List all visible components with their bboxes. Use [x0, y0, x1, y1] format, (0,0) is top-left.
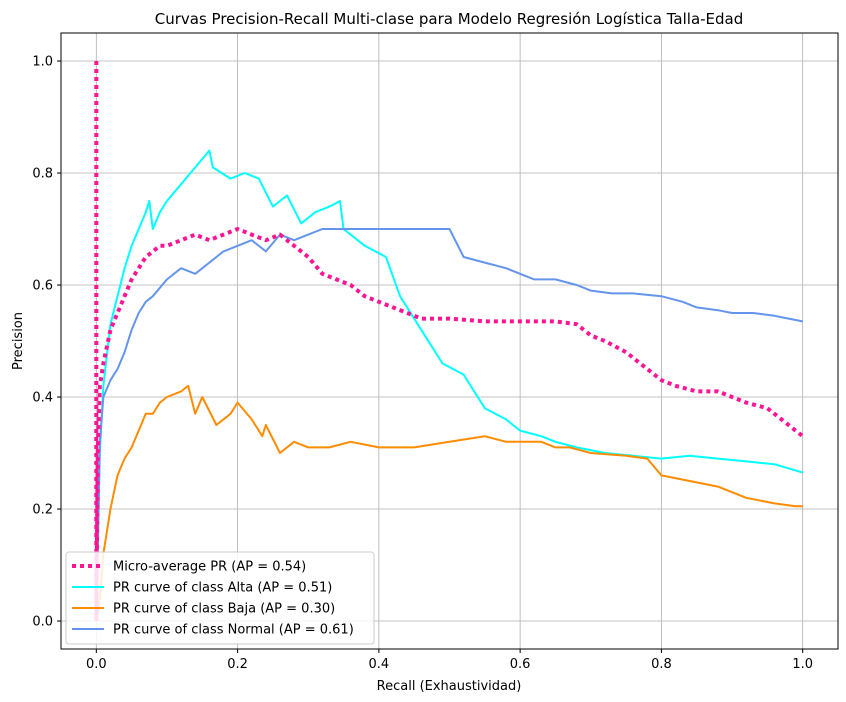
x-axis-label: Recall (Exhaustividad) [377, 679, 522, 694]
series-layer [94, 61, 804, 623]
legend-items: Micro-average PR (AP = 0.54) PR curve of … [72, 560, 354, 638]
y-axis-label: Precision [11, 312, 26, 370]
legend-label-3: PR curve of class Normal (AP = 0.61) [113, 623, 354, 638]
y-tick-label: 0.2 [32, 503, 53, 518]
y-tick-label: 0.0 [32, 615, 53, 630]
y-tick-label: 1.0 [32, 55, 53, 70]
x-tick-label: 1.0 [792, 657, 813, 672]
series-line-1 [95, 149, 803, 622]
x-tick-label: 0.8 [651, 657, 672, 672]
series-line-2 [95, 384, 803, 622]
x-tick-label: 0.6 [510, 657, 531, 672]
y-tick-label: 0.8 [32, 167, 53, 182]
x-tick-label: 0.4 [369, 657, 390, 672]
series-line-0 [94, 61, 804, 623]
chart-title: Curvas Precision-Recall Multi-clase para… [155, 10, 744, 28]
legend-box [65, 551, 375, 645]
y-tick-label: 0.4 [32, 391, 53, 406]
x-tick-label: 0.0 [86, 657, 107, 672]
y-tick-layer: 0.0 0.2 0.4 0.6 0.8 1.0 [32, 55, 61, 630]
plot-area-frame [60, 32, 839, 650]
legend: Micro-average PR (AP = 0.54) PR curve of … [65, 551, 375, 645]
legend-label-0: Micro-average PR (AP = 0.54) [113, 560, 306, 575]
y-tick-label: 0.6 [32, 279, 53, 294]
legend-label-2: PR curve of class Baja (AP = 0.30) [113, 602, 335, 617]
x-tick-layer: 0.0 0.2 0.4 0.6 0.8 1.0 [86, 649, 813, 672]
series-line-3 [95, 228, 803, 622]
x-tick-label: 0.2 [227, 657, 248, 672]
legend-label-1: PR curve of class Alta (AP = 0.51) [113, 581, 332, 596]
